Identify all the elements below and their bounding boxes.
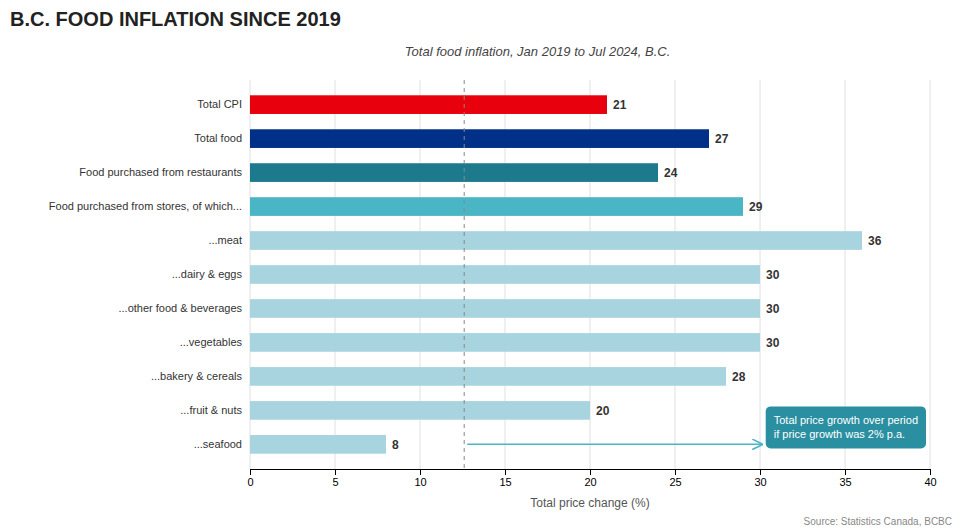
data-label: 28 <box>732 370 746 384</box>
data-label: 21 <box>613 98 627 112</box>
bar <box>250 401 590 420</box>
x-tick: 15 <box>499 469 511 488</box>
annotation-text: Total price growth over periodif price g… <box>774 414 918 440</box>
x-tick-label: 25 <box>669 476 681 488</box>
source: Source: Statistics Canada, BCBC <box>804 516 952 527</box>
y-tick-label: ...bakery & cereals <box>151 370 243 382</box>
x-tick-label: 5 <box>332 476 338 488</box>
x-tick-mark <box>590 469 591 475</box>
y-tick: Total CPI <box>197 98 250 110</box>
data-label: 8 <box>392 438 399 452</box>
x-tick-mark <box>335 469 336 475</box>
data-label: 30 <box>766 268 780 282</box>
x-tick-mark <box>675 469 676 475</box>
x-axis-title: Total price change (%) <box>530 496 649 510</box>
x-tick-label: 10 <box>414 476 426 488</box>
data-label: 36 <box>868 234 882 248</box>
y-tick-label: ...seafood <box>194 438 242 450</box>
bar <box>250 197 743 216</box>
bar <box>250 95 607 114</box>
y-tick-label: ...dairy & eggs <box>172 268 243 280</box>
x-tick-label: 30 <box>754 476 766 488</box>
annotation: Total price growth over periodif price g… <box>467 406 926 448</box>
x-tick: 5 <box>332 469 338 488</box>
x-tick-mark <box>420 469 421 475</box>
x-axis-line <box>251 470 931 476</box>
x-tick: 30 <box>754 469 766 488</box>
bar <box>250 129 709 148</box>
data-label: 27 <box>715 132 729 146</box>
bar <box>250 435 386 454</box>
x-tick: 40 <box>924 469 936 488</box>
x-tick-label: 0 <box>247 476 253 488</box>
y-tick: ...meat <box>208 234 250 246</box>
x-tick: 25 <box>669 469 681 488</box>
bar <box>250 333 760 352</box>
x-axis: 0 5 10 15 20 25 30 35 40 <box>247 469 936 488</box>
data-label: 30 <box>766 336 780 350</box>
x-tick-mark <box>845 469 846 475</box>
data-label: 29 <box>749 200 763 214</box>
bar <box>250 367 726 386</box>
grid <box>250 80 930 469</box>
x-tick-label: 35 <box>839 476 851 488</box>
title: B.C. FOOD INFLATION SINCE 2019 <box>10 8 341 30</box>
bar <box>250 231 862 250</box>
subtitle: Total food inflation, Jan 2019 to Jul 20… <box>405 44 670 59</box>
y-tick-label: Total CPI <box>197 98 242 110</box>
y-tick-label: Food purchased from stores, of which... <box>49 200 242 212</box>
x-tick-mark <box>505 469 506 475</box>
y-tick: ...vegetables <box>180 336 250 348</box>
y-tick-label: Total food <box>194 132 242 144</box>
bar <box>250 163 658 182</box>
y-tick: ...seafood <box>194 438 250 450</box>
plot: 0 5 10 15 20 25 30 35 40 Total CPI Total food Food … <box>49 80 937 510</box>
x-tick-label: 40 <box>924 476 936 488</box>
y-tick-label: ...meat <box>208 234 242 246</box>
x-tick: 20 <box>584 469 596 488</box>
annotation-box <box>766 406 926 448</box>
y-tick: ...dairy & eggs <box>172 268 250 280</box>
y-tick: ...bakery & cereals <box>151 370 250 382</box>
x-tick-label: 15 <box>499 476 511 488</box>
y-tick-label: Food purchased from restaurants <box>79 166 242 178</box>
x-tick: 35 <box>839 469 851 488</box>
y-axis: Total CPI Total food Food purchased from r… <box>49 98 250 450</box>
bar <box>250 299 760 318</box>
bar <box>250 265 760 284</box>
data-label: 24 <box>664 166 678 180</box>
x-tick-mark <box>930 469 931 475</box>
data-labels: 21 27 24 29 36 30 30 30 28 20 8 <box>392 98 882 452</box>
reference-line <box>464 80 465 469</box>
x-tick: 0 <box>247 469 253 488</box>
y-tick: Food purchased from restaurants <box>79 166 250 178</box>
grid-line <box>930 80 931 469</box>
x-tick: 10 <box>414 469 426 488</box>
x-tick-mark <box>250 469 251 475</box>
y-tick: Total food <box>194 132 250 144</box>
x-tick-mark <box>760 469 761 475</box>
y-tick-label: ...vegetables <box>180 336 243 348</box>
y-tick: ...fruit & nuts <box>180 404 250 416</box>
chart: B.C. FOOD INFLATION SINCE 2019 Total food… <box>0 0 960 531</box>
y-tick-label: ...other food & beverages <box>118 302 242 314</box>
data-label: 30 <box>766 302 780 316</box>
y-tick: Food purchased from stores, of which... <box>49 200 250 212</box>
x-tick-label: 20 <box>584 476 596 488</box>
y-tick: ...other food & beverages <box>118 302 250 314</box>
data-label: 20 <box>596 404 610 418</box>
annotation-arrow <box>467 444 762 446</box>
y-tick-label: ...fruit & nuts <box>180 404 242 416</box>
